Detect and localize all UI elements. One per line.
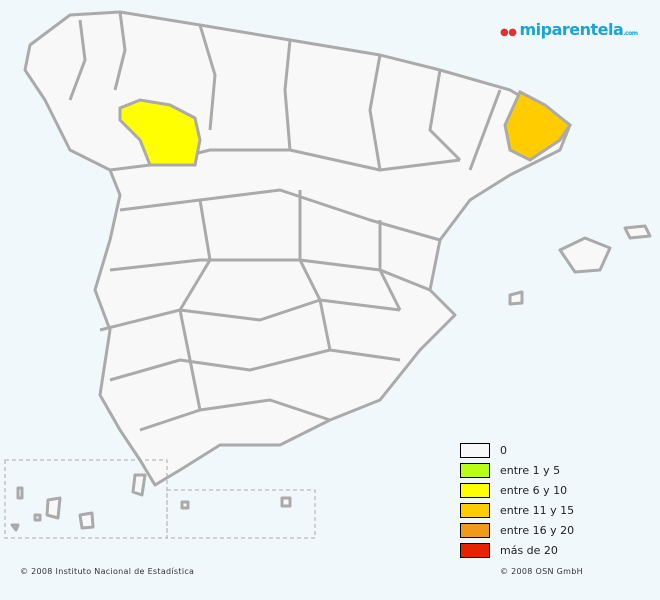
legend-swatch bbox=[460, 482, 490, 498]
legend-item: entre 11 y 15 bbox=[460, 500, 574, 520]
legend-label: entre 16 y 20 bbox=[500, 523, 575, 537]
mainland bbox=[23, 10, 572, 487]
miparentela-logo[interactable]: ●● miparentela.com bbox=[500, 20, 638, 39]
legend-label: entre 11 y 15 bbox=[500, 503, 575, 517]
legend-swatch bbox=[460, 442, 490, 458]
legend-item: entre 16 y 20 bbox=[460, 520, 574, 540]
legend-label: entre 1 y 5 bbox=[500, 463, 561, 477]
ceuta-melilla bbox=[180, 496, 292, 510]
legend-swatch bbox=[460, 542, 490, 558]
province-borders bbox=[68, 11, 502, 432]
province-girona[interactable] bbox=[503, 89, 573, 162]
legend-item: 0 bbox=[460, 440, 574, 460]
logo-text: miparentela bbox=[519, 20, 624, 39]
ibiza bbox=[508, 290, 524, 306]
menorca bbox=[623, 224, 652, 240]
mallorca bbox=[558, 236, 612, 274]
copyright-ine: © 2008 Instituto Nacional de Estadística bbox=[20, 567, 195, 576]
canary-islands bbox=[10, 473, 147, 532]
legend-swatch bbox=[460, 522, 490, 538]
legend-label: más de 20 bbox=[500, 543, 558, 557]
legend-item: más de 20 bbox=[460, 540, 574, 560]
people-icon: ●● bbox=[500, 27, 517, 38]
legend-item: entre 6 y 10 bbox=[460, 480, 574, 500]
province-leon[interactable] bbox=[118, 98, 202, 167]
copyright-osn: © 2008 OSN GmbH bbox=[500, 567, 583, 576]
legend-item: entre 1 y 5 bbox=[460, 460, 574, 480]
legend: 0 entre 1 y 5 entre 6 y 10 entre 11 y 15… bbox=[460, 440, 574, 560]
logo-suffix: .com bbox=[623, 30, 638, 37]
inset-boxes bbox=[4, 459, 316, 539]
legend-swatch bbox=[460, 462, 490, 478]
legend-label: 0 bbox=[500, 443, 507, 457]
legend-swatch bbox=[460, 502, 490, 518]
legend-label: entre 6 y 10 bbox=[500, 483, 568, 497]
